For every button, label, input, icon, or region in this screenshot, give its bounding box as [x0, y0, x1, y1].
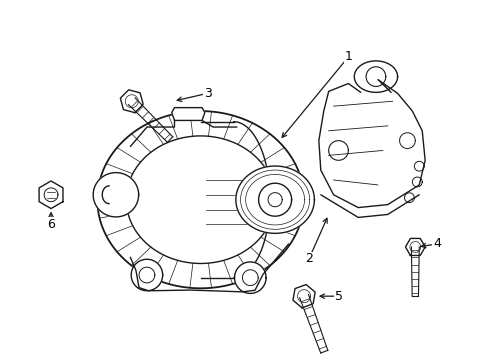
Text: 4: 4 [432, 238, 440, 251]
Text: 5: 5 [334, 290, 342, 303]
Polygon shape [39, 181, 63, 208]
Polygon shape [258, 183, 291, 216]
Polygon shape [171, 108, 204, 121]
Polygon shape [120, 90, 143, 113]
Text: 6: 6 [47, 218, 55, 231]
Polygon shape [234, 262, 265, 293]
Text: 1: 1 [344, 50, 351, 63]
Text: 2: 2 [305, 252, 312, 265]
Text: 3: 3 [203, 87, 211, 100]
Polygon shape [292, 284, 315, 308]
Polygon shape [235, 166, 314, 233]
Polygon shape [126, 136, 275, 264]
Polygon shape [405, 238, 424, 256]
Polygon shape [93, 172, 139, 217]
Polygon shape [131, 259, 163, 291]
Polygon shape [354, 61, 397, 93]
